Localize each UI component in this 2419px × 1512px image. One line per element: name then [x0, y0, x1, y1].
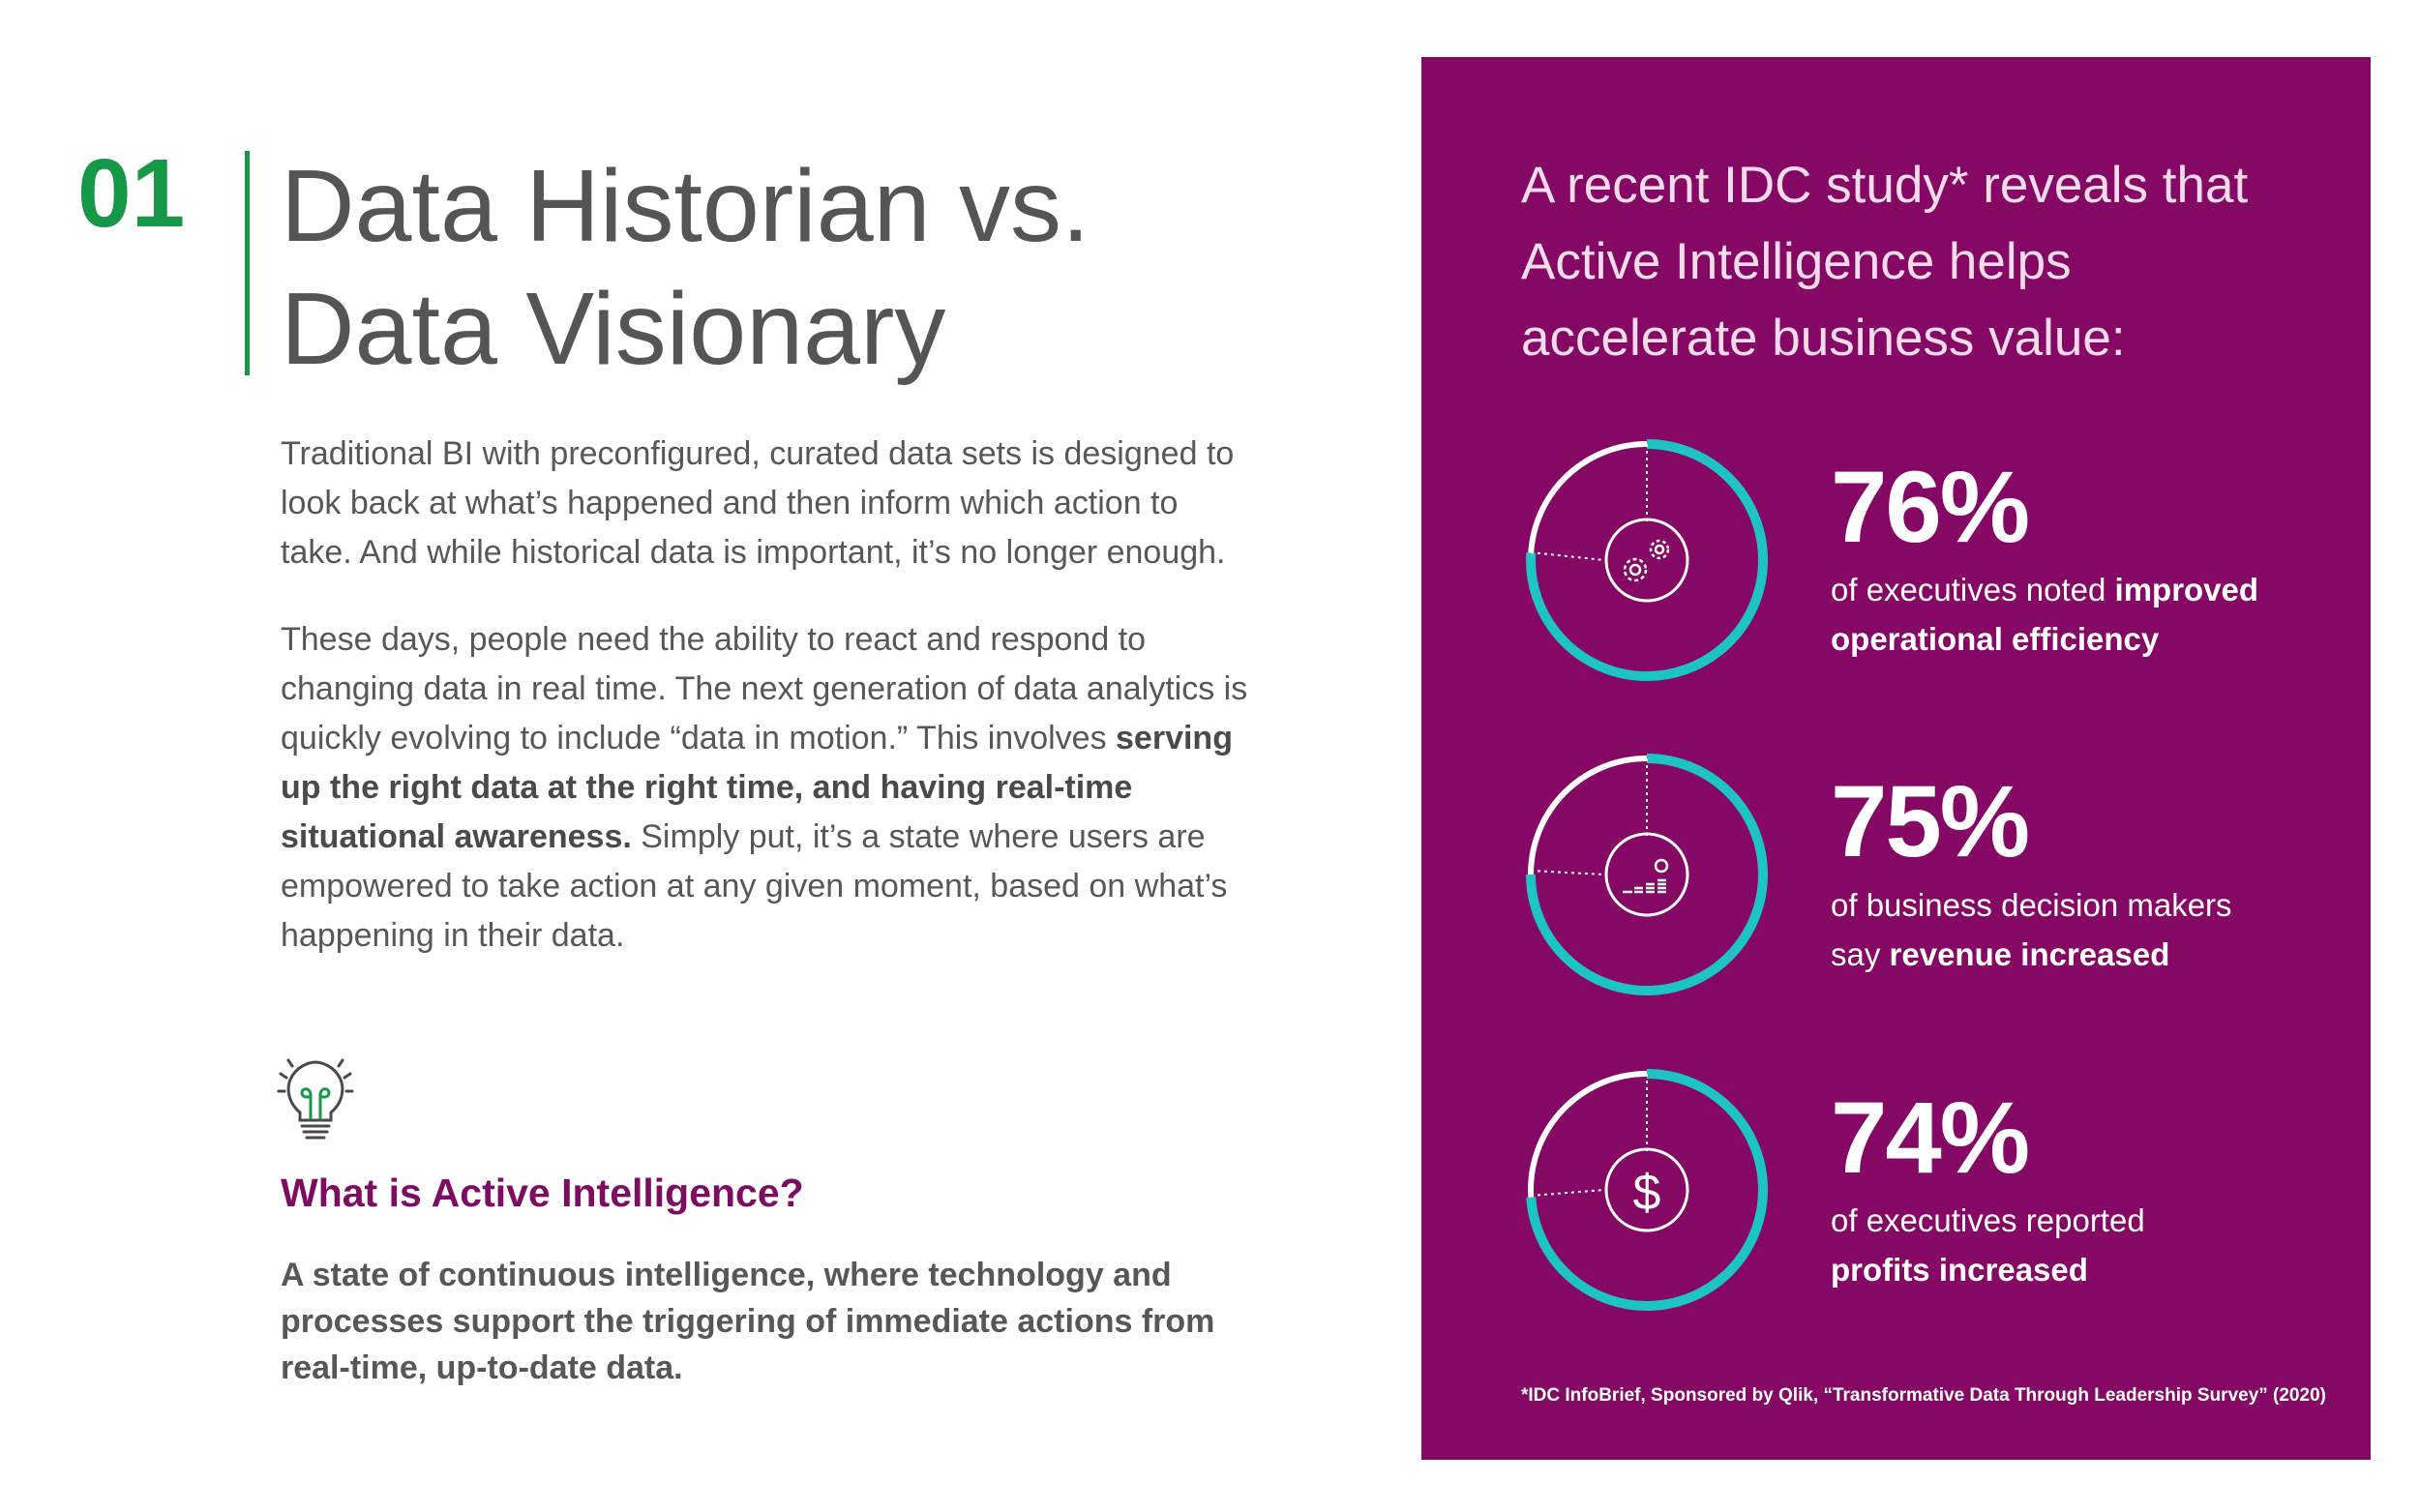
motion-paragraph-bold: serving up the right data at the right t…	[281, 720, 1233, 855]
motion-paragraph-end: Simply put, it’s a state where users are…	[281, 818, 1228, 954]
intro-paragraph: Traditional BI with preconfigured, curat…	[281, 435, 1235, 571]
active-intelligence-definition: A state of continuous intelligence, wher…	[281, 1257, 1215, 1386]
stat-desc-prefix: of executives reported	[1831, 1202, 2145, 1238]
icon-circle	[1604, 832, 1689, 917]
stat-value-75: 75%	[1831, 765, 2030, 878]
stat-desc-74: of executives reported profits increased	[1831, 1196, 2237, 1294]
icon-circle	[1604, 1147, 1689, 1232]
icon-circle	[1604, 518, 1689, 603]
dollar-icon: $	[1633, 1165, 1661, 1221]
stat-ring-75	[1526, 754, 1768, 995]
ring-guide-horizontal	[1530, 551, 1605, 561]
revenue-chart-icon	[1623, 858, 1669, 894]
stat-desc-bold: improved operational efficiency	[1831, 572, 2259, 657]
title-line-2: Data Visionary	[281, 272, 946, 386]
stat-desc-prefix: of executives noted	[1831, 572, 2115, 608]
ring-progress-arc	[1526, 754, 1768, 995]
stat-value-74: 74%	[1831, 1082, 2030, 1195]
lightbulb-icon	[277, 1058, 354, 1140]
ring-progress-arc	[1526, 1069, 1768, 1311]
gears-icon	[1623, 539, 1670, 582]
stat-ring-76	[1526, 439, 1768, 681]
motion-paragraph: These days, people need the ability to r…	[281, 615, 1258, 961]
stat-desc-bold: revenue increased	[1889, 936, 2170, 972]
ring-guide-horizontal	[1530, 870, 1605, 875]
stat-desc-prefix: of business decision makers say	[1831, 887, 2232, 972]
stat-desc-75: of business decision makers say revenue …	[1831, 880, 2285, 979]
stat-desc-bold: profits increased	[1831, 1252, 2088, 1288]
title-divider	[245, 151, 250, 375]
panel-intro: A recent IDC study* reveals that Active …	[1521, 157, 2249, 367]
stat-value-76: 76%	[1831, 451, 2030, 564]
title-line-1: Data Historian vs.	[281, 149, 1090, 263]
ring-progress-arc	[1526, 439, 1768, 681]
section-number: 01	[77, 139, 186, 248]
stat-ring-74: $	[1526, 1069, 1768, 1311]
stats-panel	[1421, 57, 2371, 1460]
page-title: Data Historian vs. Data Visionary	[281, 145, 1345, 391]
active-intelligence-heading: What is Active Intelligence?	[281, 1171, 804, 1215]
motion-paragraph-start: These days, people need the ability to r…	[281, 621, 1248, 756]
stat-desc-76: of executives noted improved operational…	[1831, 565, 2334, 664]
ring-guide-horizontal	[1530, 1189, 1605, 1197]
footnote: *IDC InfoBrief, Sponsored by Qlik, “Tran…	[1521, 1385, 2326, 1406]
